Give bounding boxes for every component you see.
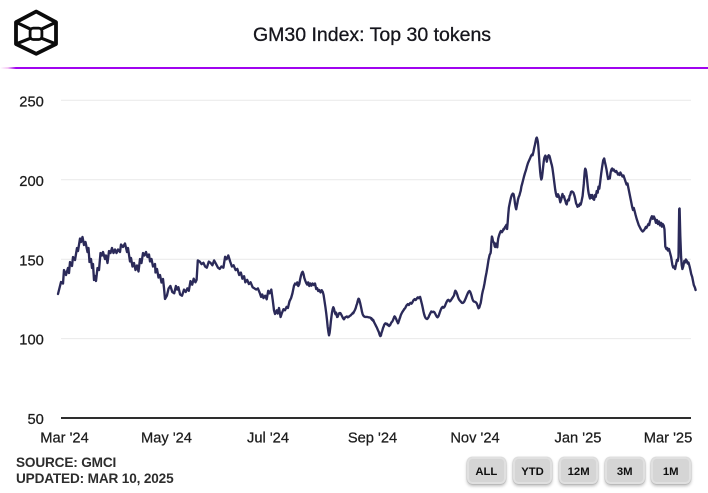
svg-text:Mar '24: Mar '24: [40, 431, 89, 447]
svg-text:May '24: May '24: [141, 431, 192, 447]
svg-text:Jan '25: Jan '25: [555, 431, 602, 447]
svg-text:250: 250: [19, 94, 44, 110]
svg-text:Jul '24: Jul '24: [247, 431, 289, 447]
svg-text:200: 200: [19, 174, 44, 190]
svg-text:100: 100: [19, 333, 44, 349]
svg-text:50: 50: [27, 412, 43, 428]
svg-text:Sep '24: Sep '24: [348, 431, 397, 447]
svg-text:Mar '25: Mar '25: [644, 431, 693, 447]
svg-text:150: 150: [19, 253, 44, 269]
svg-text:Nov '24: Nov '24: [450, 431, 499, 447]
